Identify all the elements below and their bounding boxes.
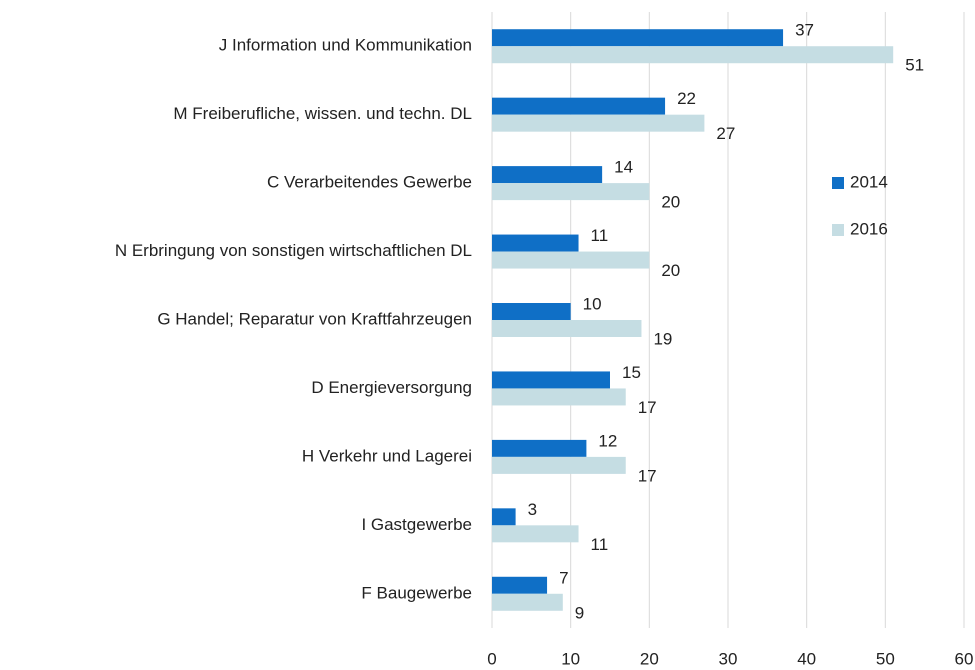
y-tick-label: G Handel; Reparatur von Kraftfahrzeugen xyxy=(157,309,472,328)
bar xyxy=(492,439,587,457)
data-label: 15 xyxy=(622,363,641,382)
data-label: 3 xyxy=(528,500,537,519)
data-label: 9 xyxy=(575,603,584,622)
data-label: 7 xyxy=(559,568,568,587)
bar xyxy=(492,456,626,474)
data-label: 37 xyxy=(795,21,814,40)
y-tick-label: J Information und Kommunikation xyxy=(219,36,472,55)
bar xyxy=(492,97,666,115)
data-label: 51 xyxy=(905,56,924,75)
y-tick-label: I Gastgewerbe xyxy=(361,515,472,534)
data-label: 22 xyxy=(677,89,696,108)
data-label: 17 xyxy=(638,466,657,485)
y-tick-label: C Verarbeitendes Gewerbe xyxy=(267,173,472,192)
data-label: 11 xyxy=(591,226,609,245)
x-tick-label: 30 xyxy=(719,649,738,668)
y-tick-label: D Energieversorgung xyxy=(311,378,472,397)
bar xyxy=(492,183,650,201)
data-label: 10 xyxy=(583,294,602,313)
legend-swatch xyxy=(832,177,844,189)
bar xyxy=(492,46,894,64)
data-label: 12 xyxy=(598,431,617,450)
data-label: 27 xyxy=(716,124,735,143)
data-label: 19 xyxy=(653,329,672,348)
bar xyxy=(492,251,650,269)
bar xyxy=(492,303,571,320)
legend-label: 2014 xyxy=(850,172,888,191)
bar xyxy=(492,114,705,132)
bar xyxy=(492,320,642,337)
bar xyxy=(492,593,563,611)
data-label: 17 xyxy=(638,398,657,417)
y-tick-label: N Erbringung von sonstigen wirtschaftlic… xyxy=(115,241,472,260)
bar xyxy=(492,371,610,389)
x-tick-label: 10 xyxy=(561,649,580,668)
bar xyxy=(492,576,548,594)
y-tick-label: M Freiberufliche, wissen. und techn. DL xyxy=(173,104,472,123)
x-tick-label: 20 xyxy=(640,649,659,668)
bar xyxy=(492,525,579,543)
y-tick-label: H Verkehr und Lagerei xyxy=(302,446,472,465)
bar xyxy=(492,29,784,47)
x-tick-label: 40 xyxy=(797,649,816,668)
y-tick-label: F Baugewerbe xyxy=(361,583,472,602)
x-tick-label: 50 xyxy=(876,649,895,668)
bar xyxy=(492,166,603,184)
x-tick-label: 0 xyxy=(487,649,496,668)
data-label: 20 xyxy=(661,261,680,280)
x-tick-label: 60 xyxy=(955,649,974,668)
bar xyxy=(492,508,516,526)
bar xyxy=(492,234,579,252)
data-label: 20 xyxy=(661,193,680,212)
legend-label: 2016 xyxy=(850,219,888,238)
bar xyxy=(492,388,626,406)
legend-swatch xyxy=(832,224,844,236)
data-label: 14 xyxy=(614,158,633,177)
data-label: 11 xyxy=(591,535,609,554)
